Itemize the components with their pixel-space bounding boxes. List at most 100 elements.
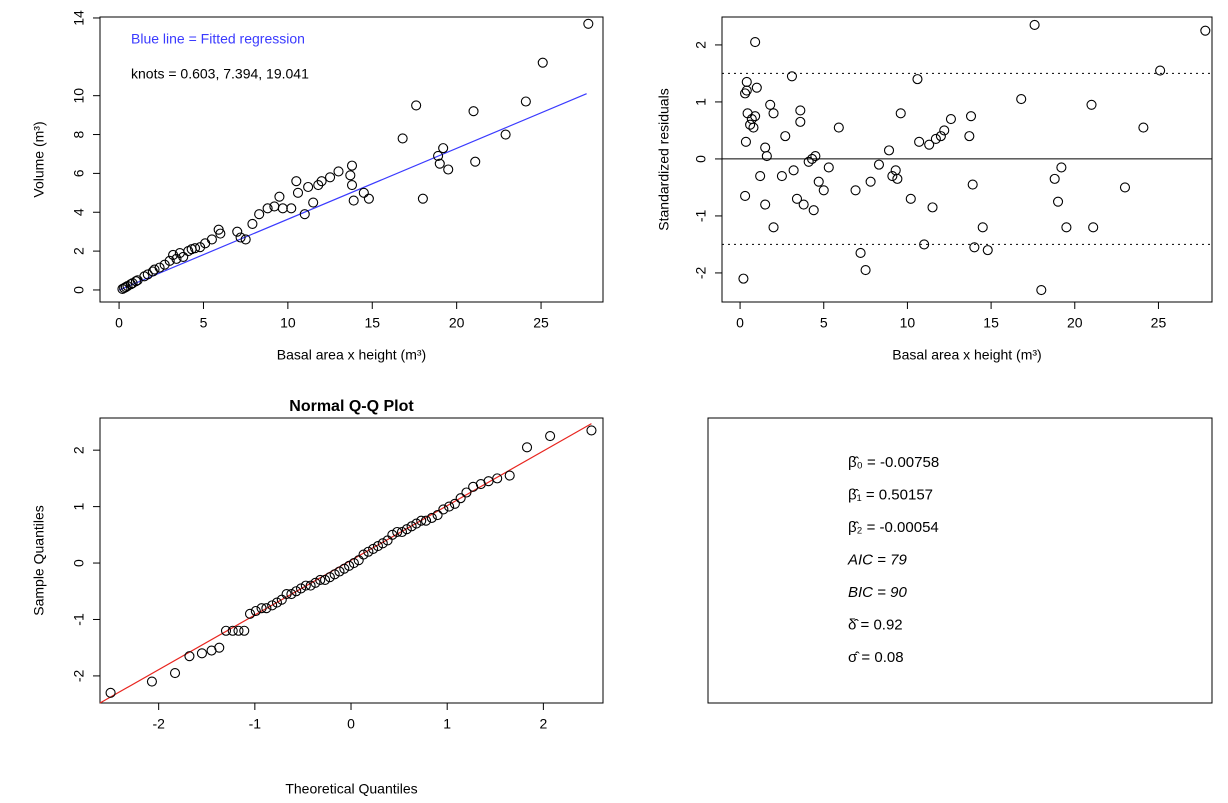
data-point (1119, 182, 1131, 193)
data-point (334, 566, 345, 577)
data-point (803, 156, 814, 167)
plot-frame (721, 16, 1213, 303)
y-tick-label: 0 (71, 559, 87, 567)
data-point (741, 76, 752, 88)
data-point (982, 245, 993, 256)
x-tick-label: -2 (152, 716, 165, 732)
data-point (791, 193, 803, 204)
data-point (795, 116, 806, 127)
data-point (883, 145, 895, 156)
y-tick-label: 2 (693, 41, 709, 49)
annotation: knots = 0.603, 7.394, 19.041 (131, 66, 309, 82)
data-point (855, 247, 866, 259)
data-point (500, 129, 511, 140)
y-axis-label: Sample Quantiles (31, 505, 47, 616)
data-point (261, 603, 272, 614)
data-point (761, 151, 772, 162)
data-point (470, 156, 481, 167)
data-point (1016, 94, 1027, 105)
data-point (358, 549, 369, 560)
data-point (105, 687, 116, 698)
x-axis-label: Basal area x height (m³) (892, 347, 1041, 363)
data-point (239, 625, 250, 636)
x-tick-label: 15 (983, 315, 999, 331)
stat-line: β̂₀ = -0.00758 (848, 454, 939, 471)
data-point (438, 504, 449, 515)
data-point (865, 176, 876, 187)
stats-box (707, 417, 1213, 704)
data-point (247, 218, 258, 229)
y-tick-label: -2 (693, 266, 709, 279)
data-point (344, 560, 355, 571)
data-point (945, 113, 956, 125)
data-point (300, 580, 311, 591)
data-point (1200, 25, 1211, 36)
chart-title: Normal Q-Q Plot (289, 398, 414, 415)
data-point (291, 586, 302, 597)
data-point (233, 625, 244, 636)
data-point (850, 185, 861, 196)
y-tick-label: 4 (71, 208, 87, 216)
data-point (196, 648, 207, 659)
y-tick-label: 0 (693, 155, 709, 163)
data-point (417, 193, 428, 204)
data-point (806, 153, 818, 164)
data-point (1049, 173, 1060, 184)
data-point (256, 603, 267, 614)
data-point (411, 100, 422, 111)
data-point (286, 589, 297, 600)
fitted-line (118, 93, 587, 291)
data-point (444, 501, 455, 512)
data-point (895, 108, 906, 119)
x-tick-label: 2 (539, 716, 547, 732)
data-point (159, 259, 170, 270)
data-point (308, 197, 319, 208)
data-point (320, 574, 331, 586)
y-tick-label: 1 (71, 503, 87, 511)
data-point (939, 125, 950, 136)
x-tick-label: 20 (449, 315, 465, 331)
data-point (310, 577, 321, 588)
x-tick-label: 5 (200, 315, 208, 331)
data-point (363, 193, 374, 204)
data-point (969, 242, 980, 253)
data-point (329, 569, 340, 580)
data-point (348, 195, 359, 206)
data-point (299, 209, 310, 220)
data-point (810, 151, 821, 162)
data-point (780, 131, 791, 142)
data-point (919, 239, 930, 250)
data-point (411, 518, 422, 529)
data-point (1036, 284, 1047, 296)
y-tick-label: 10 (71, 88, 87, 104)
data-point (250, 605, 261, 617)
data-point (406, 521, 417, 532)
data-point (741, 85, 752, 96)
data-point (765, 99, 776, 110)
data-point (776, 170, 787, 182)
data-point (818, 185, 829, 196)
data-point (504, 470, 515, 481)
x-tick-label: 0 (115, 315, 123, 331)
data-point (387, 529, 398, 540)
data-point (965, 111, 977, 122)
data-point (740, 190, 751, 202)
data-point (795, 105, 806, 116)
data-point (184, 651, 195, 662)
x-tick-label: 25 (1151, 315, 1167, 331)
data-point (295, 583, 307, 594)
data-point (195, 242, 206, 253)
data-point (740, 88, 751, 99)
data-point (449, 498, 460, 509)
data-point (438, 143, 449, 154)
data-point (760, 199, 771, 210)
data-point (914, 136, 925, 147)
data-point (267, 600, 278, 611)
data-point (345, 170, 356, 181)
data-point (755, 170, 766, 182)
data-point (1086, 99, 1097, 110)
data-point (368, 543, 379, 554)
data-point (142, 269, 153, 280)
data-point (271, 597, 283, 608)
